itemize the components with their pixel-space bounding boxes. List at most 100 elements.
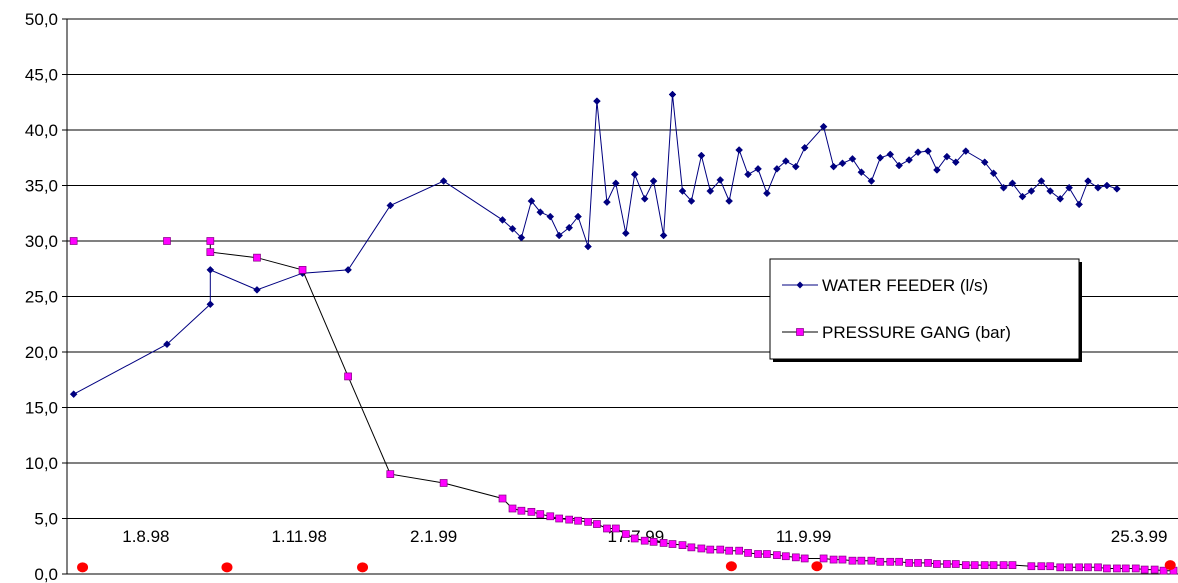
data-point (924, 559, 932, 567)
data-point (668, 90, 677, 99)
legend-swatch-marker (796, 328, 804, 336)
data-point (754, 550, 762, 558)
data-point (640, 536, 649, 545)
data-point (630, 170, 639, 179)
data-point (791, 162, 800, 171)
data-point (649, 177, 658, 185)
data-point (961, 147, 970, 155)
data-point (791, 553, 800, 562)
data-point (527, 197, 536, 205)
data-point (163, 237, 171, 245)
data-point (546, 212, 555, 221)
data-point (800, 143, 809, 152)
data-point (687, 197, 696, 205)
data-point (659, 231, 668, 240)
data-point (961, 561, 970, 569)
data-point (905, 559, 913, 567)
data-point (298, 266, 307, 274)
data-point (951, 560, 960, 568)
data-point (970, 561, 979, 569)
data-point (848, 155, 857, 163)
data-point (867, 556, 876, 565)
data-point (536, 208, 545, 216)
data-point (1065, 183, 1073, 192)
data-point (848, 556, 857, 565)
data-point (763, 550, 771, 558)
date-label: 1.8.98 (122, 527, 169, 546)
data-point (640, 194, 649, 203)
data-point (895, 557, 903, 566)
data-point (1084, 177, 1092, 185)
data-point (565, 223, 574, 232)
y-tick-label: 30,0 (25, 232, 58, 251)
data-point (1113, 564, 1121, 573)
data-point (1140, 565, 1149, 574)
series-water-feeder (69, 90, 1121, 399)
event-markers (77, 560, 1176, 573)
data-point (924, 147, 932, 155)
data-point (905, 156, 913, 164)
legend-label: PRESSURE GANG (bar) (822, 323, 1011, 342)
data-point (819, 554, 828, 563)
legend-label: WATER FEEDER (l/s) (822, 276, 988, 295)
data-point (386, 201, 395, 210)
data-point (943, 152, 951, 161)
data-point (508, 224, 517, 233)
data-point (517, 233, 526, 242)
data-point (1008, 561, 1017, 569)
data-point (999, 183, 1008, 192)
data-point (344, 266, 352, 274)
data-point (344, 372, 352, 381)
data-point (206, 248, 215, 256)
data-point (1094, 183, 1102, 192)
data-point (857, 168, 866, 177)
series-pressure-gang (69, 237, 1178, 575)
data-point (735, 546, 744, 555)
data-point (980, 158, 989, 167)
data-point (1150, 565, 1159, 574)
data-point (754, 164, 762, 173)
data-point (621, 229, 630, 238)
gridlines (67, 18, 1178, 575)
data-point (1113, 184, 1121, 193)
y-tick-label: 5,0 (34, 510, 58, 529)
data-point (1159, 566, 1168, 575)
event-marker (77, 562, 89, 573)
data-point (508, 504, 517, 513)
data-point (735, 146, 744, 154)
data-point (706, 545, 715, 554)
event-marker (357, 562, 369, 573)
data-point (800, 554, 809, 563)
legend[interactable]: WATER FEEDER (l/s) PRESSURE GANG (bar) (769, 258, 1082, 362)
data-point (933, 166, 941, 174)
data-point (611, 179, 620, 188)
data-point (603, 198, 611, 207)
data-point (498, 216, 507, 224)
data-point (895, 161, 903, 170)
data-point (725, 197, 734, 205)
data-point (574, 212, 582, 221)
data-point (678, 541, 687, 549)
y-tick-label: 35,0 (25, 177, 58, 196)
data-point (943, 560, 951, 568)
data-point (584, 242, 592, 251)
data-point (1075, 200, 1083, 209)
data-point (206, 237, 215, 245)
y-tick-label: 50,0 (25, 10, 58, 29)
data-point (593, 97, 601, 105)
data-point (1056, 194, 1065, 203)
data-point (621, 530, 630, 538)
data-point (781, 157, 790, 165)
data-point (649, 537, 658, 546)
data-point (1103, 564, 1111, 573)
data-point (1037, 562, 1046, 571)
event-marker (725, 561, 737, 572)
data-point (1075, 563, 1083, 572)
data-point (69, 237, 78, 245)
data-point (687, 543, 696, 552)
data-point (989, 561, 998, 569)
data-point (1008, 179, 1017, 188)
data-point (914, 559, 922, 567)
data-point (697, 544, 706, 553)
data-point (1037, 177, 1046, 185)
